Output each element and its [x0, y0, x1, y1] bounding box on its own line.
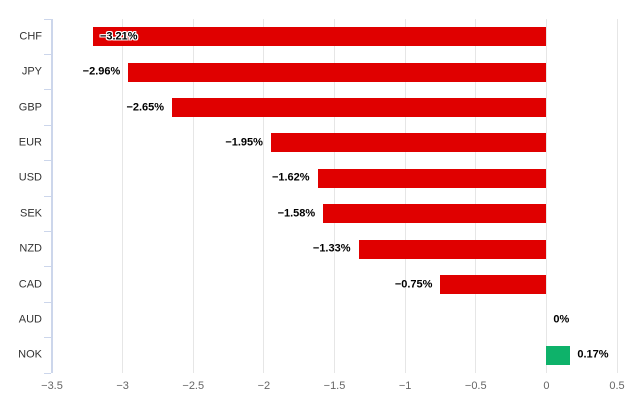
gridline [192, 19, 194, 373]
gridline [616, 19, 618, 373]
category-label-nzd: NZD [19, 242, 42, 255]
bar-jpy[interactable] [128, 62, 547, 82]
category-label-usd: USD [18, 171, 42, 184]
bar-usd[interactable] [317, 168, 547, 188]
data-label-nok: 0.17% [577, 348, 609, 361]
y-axis-tick [44, 372, 51, 374]
gridline [263, 19, 265, 373]
data-label-gbp: −2.65% [126, 101, 165, 113]
category-label-gbp: GBP [18, 101, 42, 113]
data-label-jpy: −2.96% [82, 65, 121, 78]
gridline [122, 19, 124, 373]
category-label-jpy: JPY [21, 65, 42, 78]
x-axis-label: −2.5 [182, 380, 205, 392]
bar-nok[interactable] [546, 345, 571, 365]
gridline [545, 19, 547, 373]
bar-chf[interactable] [92, 27, 547, 47]
data-label-cad: −0.75% [394, 278, 433, 290]
x-axis-label: −1.5 [323, 380, 346, 392]
gridline [334, 19, 335, 373]
data-label-nzd: −1.33% [312, 242, 351, 255]
y-axis-tick [44, 53, 51, 55]
x-axis-label: 0.5 [609, 380, 625, 392]
y-axis-tick [44, 18, 51, 20]
category-label-chf: CHF [19, 30, 42, 43]
x-axis-label: −0.5 [464, 380, 487, 392]
y-axis-tick [44, 160, 51, 162]
data-label-chf: −3.21% [99, 30, 138, 43]
y-axis-line [51, 19, 52, 373]
gridline [475, 19, 477, 373]
y-axis-tick [44, 195, 51, 197]
bar-nzd[interactable] [358, 239, 547, 259]
category-label-sek: SEK [19, 207, 42, 220]
y-axis-tick [44, 337, 51, 339]
y-axis-tick [44, 266, 51, 268]
gridline [404, 19, 406, 373]
y-axis-tick [44, 301, 51, 303]
data-label-aud: 0% [553, 313, 570, 326]
x-axis-label: −3 [116, 380, 129, 392]
y-axis-tick [44, 230, 51, 232]
data-label-usd: −1.62% [271, 171, 310, 184]
category-label-eur: EUR [18, 136, 42, 149]
data-label-eur: −1.95% [225, 136, 263, 149]
category-label-cad: CAD [18, 278, 42, 290]
y-axis-tick [44, 89, 51, 91]
bar-gbp[interactable] [172, 98, 547, 117]
bar-cad[interactable] [440, 275, 547, 294]
x-axis-label: −3.5 [41, 380, 63, 392]
x-axis-label: 0 [543, 380, 550, 392]
x-axis-label: −1 [398, 380, 412, 392]
bar-sek[interactable] [323, 204, 547, 224]
bar-eur[interactable] [270, 133, 547, 153]
x-axis-label: −2 [257, 380, 271, 392]
category-label-nok: NOK [18, 348, 42, 361]
gridline [51, 19, 53, 373]
data-label-sek: −1.58% [277, 207, 316, 220]
y-axis-tick [44, 124, 51, 126]
category-label-aud: AUD [18, 313, 42, 326]
